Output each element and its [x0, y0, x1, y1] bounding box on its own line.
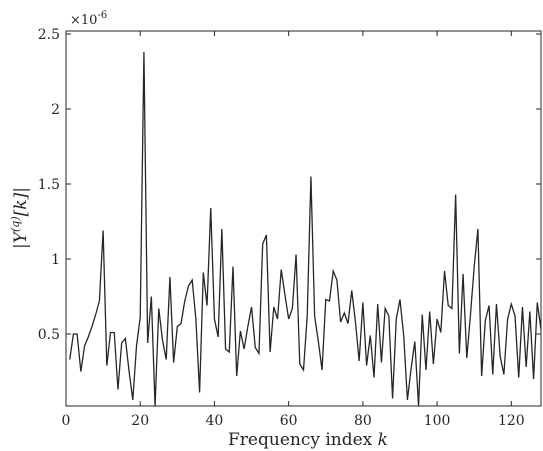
series-line	[69, 51, 542, 407]
x-tick-label: 100	[424, 413, 451, 429]
x-tick-label: 0	[62, 413, 71, 429]
plot-background	[66, 31, 541, 406]
x-tick-label: 40	[206, 413, 224, 429]
x-tick-label: 60	[280, 413, 298, 429]
y-tick-label: 2.5	[38, 27, 60, 43]
x-axis-ticks: 0 20 40 60 80 100 120	[62, 31, 525, 429]
x-tick-label: 20	[131, 413, 149, 429]
y-exponent-label: ×10-6	[70, 10, 107, 28]
plot-frame	[65, 30, 542, 407]
y-tick-label: 1	[51, 252, 60, 268]
x-tick-label: 120	[498, 413, 525, 429]
data-series	[69, 51, 542, 407]
x-tick-label: 80	[354, 413, 372, 429]
y-axis-label: |Y(q)[k]|	[9, 187, 31, 249]
y-tick-label: 2	[51, 102, 60, 118]
y-tick-label: 1.5	[38, 177, 60, 193]
y-axis-ticks: 0.5 1 1.5 2 2.5	[38, 27, 541, 343]
y-tick-label: 0.5	[38, 327, 60, 343]
x-axis-label: Frequency index k	[228, 430, 388, 450]
